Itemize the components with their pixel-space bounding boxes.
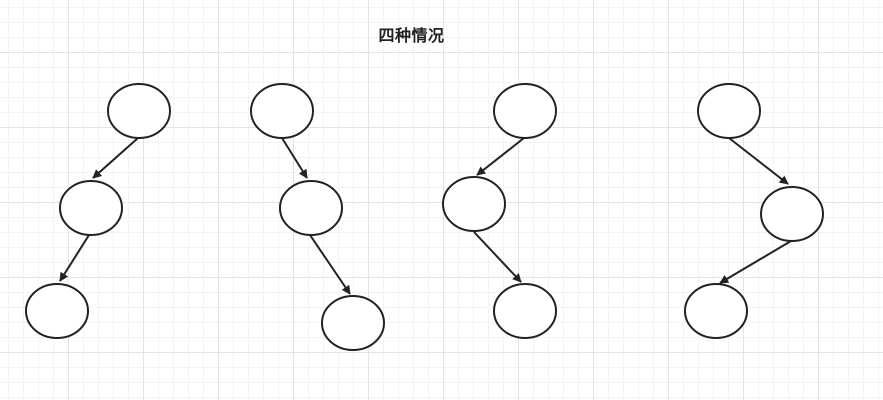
edge-left-to-right xyxy=(473,231,522,283)
edge-root-to-right xyxy=(281,137,308,179)
tree-node-root xyxy=(493,83,557,139)
tree-node-child xyxy=(760,186,824,242)
tree-node-grandchild xyxy=(25,283,89,339)
case-left-left xyxy=(25,83,171,339)
tree-node-child xyxy=(59,180,123,236)
edge-root-to-right xyxy=(728,137,789,185)
tree-node-grandchild xyxy=(493,283,557,339)
tree-node-root xyxy=(250,83,314,139)
diagram-title: 四种情况 xyxy=(378,26,445,45)
case-right-left xyxy=(684,83,824,339)
edge-right-to-right xyxy=(309,234,351,295)
case-right-right xyxy=(250,83,385,351)
case-left-right xyxy=(442,83,557,339)
tree-node-root xyxy=(697,83,761,139)
tree-node-grandchild xyxy=(684,283,748,339)
edge-left-to-left xyxy=(59,234,90,282)
tree-node-root xyxy=(107,83,171,139)
edge-right-to-left xyxy=(719,240,792,284)
tree-node-child xyxy=(279,180,343,236)
tree-node-child xyxy=(442,176,506,232)
edge-root-to-left xyxy=(92,137,139,179)
edge-root-to-left xyxy=(476,137,525,176)
tree-node-grandchild xyxy=(321,295,385,351)
